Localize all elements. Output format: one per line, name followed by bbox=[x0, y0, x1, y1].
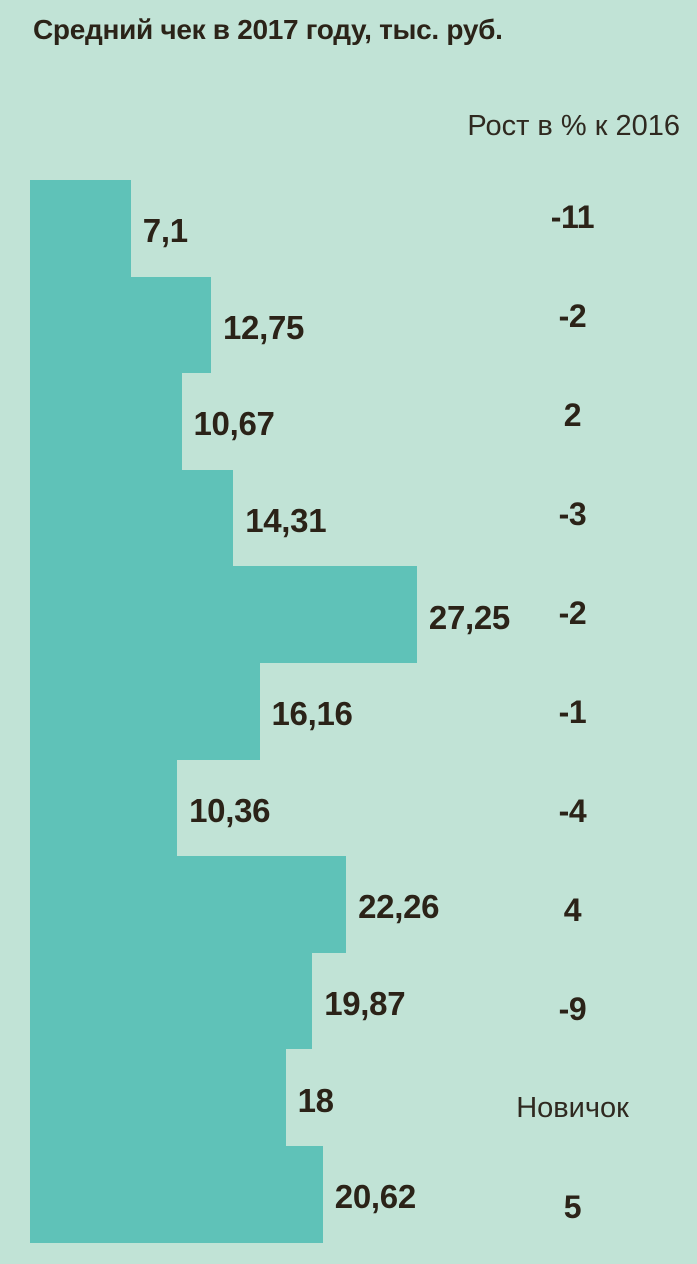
bar bbox=[30, 952, 313, 1050]
bar-row: 10,36 bbox=[0, 759, 697, 857]
bar-value-label: 18 bbox=[297, 1081, 334, 1119]
bar-value-label: 22,26 bbox=[358, 888, 440, 926]
bar-row: 16,16 bbox=[0, 662, 697, 760]
bar-row: 12,75 bbox=[0, 276, 697, 374]
growth-column-header: Рост в % к 2016 bbox=[467, 110, 680, 142]
bar-value-label: 19,87 bbox=[324, 985, 406, 1023]
bar bbox=[30, 566, 417, 663]
growth-value: 5 bbox=[563, 1189, 582, 1225]
bar-value-label: 16,16 bbox=[271, 695, 353, 733]
growth-value: -4 bbox=[558, 793, 587, 829]
bar-value-label: 14,31 bbox=[245, 502, 327, 540]
growth-value: -2 bbox=[558, 298, 587, 334]
growth-value: Новичок bbox=[516, 1092, 629, 1124]
bar-row: 19,87 bbox=[0, 952, 697, 1050]
bar-value-label: 12,75 bbox=[223, 308, 305, 346]
bar-row: 14,31 bbox=[0, 469, 697, 567]
bar-chart-area: 7,1 12,75 10,67 14,31 27,25 16,16 10,36 22,26 19… bbox=[0, 180, 697, 1243]
bar-row: 27,25 bbox=[0, 566, 697, 663]
bar-value-label: 10,36 bbox=[189, 791, 271, 829]
bar bbox=[30, 1049, 286, 1146]
bar-row: 10,67 bbox=[0, 373, 697, 470]
bar bbox=[30, 180, 131, 277]
growth-value: -11 bbox=[550, 199, 595, 235]
bar-value-label: 7,1 bbox=[142, 212, 188, 250]
bar bbox=[30, 469, 234, 567]
bar-row: 22,26 bbox=[0, 856, 697, 953]
bar bbox=[30, 1145, 323, 1243]
bar-row: 7,1 bbox=[0, 180, 697, 277]
growth-value: -2 bbox=[558, 595, 587, 631]
bar bbox=[30, 276, 211, 374]
growth-column: -11 -2 2 -3 -2 -1 -4 4 -9 Новичок 5 bbox=[450, 0, 695, 1264]
bar bbox=[30, 759, 178, 857]
chart-title: Средний чек в 2017 году, тыс. руб. bbox=[33, 14, 503, 45]
bar-value-label: 20,62 bbox=[334, 1178, 416, 1216]
bar bbox=[30, 662, 260, 760]
bar bbox=[30, 856, 347, 953]
growth-value: -3 bbox=[558, 496, 587, 532]
growth-value: 4 bbox=[563, 892, 582, 928]
bar-row: 18 bbox=[0, 1049, 697, 1146]
bar-value-label: 27,25 bbox=[428, 598, 510, 636]
bar bbox=[30, 373, 182, 470]
growth-value: -1 bbox=[558, 694, 587, 730]
growth-value: 2 bbox=[563, 397, 582, 433]
bar-value-label: 10,67 bbox=[193, 405, 275, 443]
bar-row: 20,62 bbox=[0, 1145, 697, 1243]
growth-value: -9 bbox=[558, 991, 587, 1027]
